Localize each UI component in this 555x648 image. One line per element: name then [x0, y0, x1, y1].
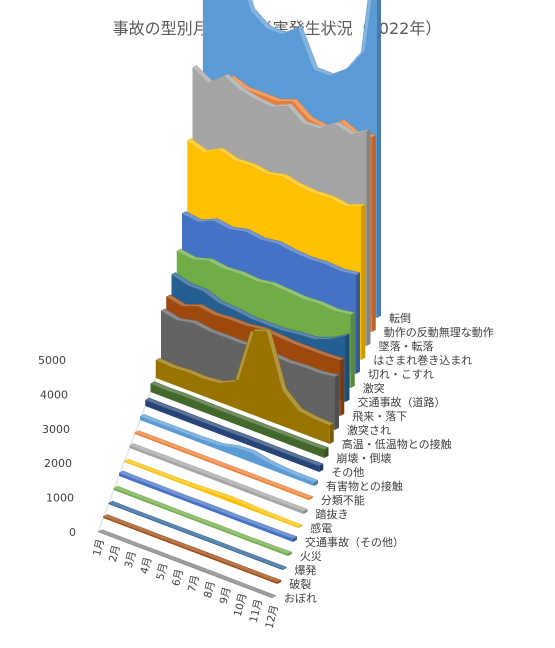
- series-label: 高温・低温物との接触: [342, 437, 452, 451]
- x-tick-label: 2月: [107, 544, 123, 564]
- area-side-激突: [350, 312, 355, 388]
- x-tick-label: 7月: [186, 574, 202, 594]
- area-side-はさまれ巻き込まれ: [361, 204, 366, 360]
- series-おぼれ: [97, 529, 277, 598]
- area-side-交通事故（その他）: [293, 536, 297, 542]
- series-label: 切れ・こすれ: [368, 368, 434, 381]
- series-火災: [113, 485, 293, 556]
- area-top-転倒: [247, 0, 372, 77]
- area-side-感電: [298, 525, 303, 528]
- series-label: 飛来・落下: [352, 410, 407, 423]
- series-layer: [97, 0, 381, 598]
- area-side-その他: [319, 463, 324, 472]
- series-交通事故（その他）: [118, 470, 298, 542]
- x-tick-label: 3月: [123, 550, 139, 570]
- y-tick-label: 5000: [38, 354, 66, 367]
- series-label: 交通事故（その他）: [305, 535, 404, 549]
- series-label: 踏抜き: [316, 507, 349, 521]
- series-label: はさまれ巻き込まれ: [373, 354, 472, 367]
- x-tick-label: 5月: [154, 562, 170, 582]
- area-崩壊・倒壊: [150, 383, 325, 458]
- area-side-爆発: [282, 567, 287, 570]
- area-side-有害物との接触: [314, 480, 318, 486]
- series-label: 激突され: [347, 423, 391, 437]
- series-踏抜き: [129, 443, 308, 514]
- series-label: 激突: [363, 381, 385, 395]
- x-tick-label: 9月: [218, 586, 234, 606]
- x-tick-label: 1月: [91, 538, 107, 558]
- series-label: 崩壊・倒壊: [337, 451, 392, 465]
- series-label: 転倒: [389, 312, 411, 325]
- area-交通事故（その他）: [119, 473, 293, 542]
- area-その他: [145, 400, 320, 472]
- area-side-転倒: [377, 0, 381, 318]
- area-感電: [124, 461, 299, 528]
- series-label: その他: [331, 466, 364, 479]
- area-side-火災: [287, 552, 292, 556]
- x-tick-label: 12月: [263, 604, 280, 630]
- x-tick-label: 6月: [170, 568, 186, 588]
- area-side-分類不能: [308, 496, 313, 500]
- area-side-崩壊・倒壊: [324, 447, 329, 458]
- y-tick-label: 1000: [46, 492, 74, 505]
- series-label: 分類不能: [321, 493, 365, 507]
- series-label: 爆発: [295, 563, 317, 577]
- area-side-高温・低温物との接触: [329, 423, 334, 444]
- series-label: 墜落・転落: [379, 339, 434, 353]
- area-side-切れ・こすれ: [356, 272, 360, 374]
- y-tick-label: 3000: [42, 423, 70, 436]
- series-label: 破裂: [289, 577, 311, 591]
- area-分類不能: [134, 432, 309, 500]
- x-tick-label: 4月: [139, 556, 155, 576]
- area-side-激突され: [335, 374, 339, 430]
- series-分類不能: [134, 430, 314, 500]
- area-高温・低温物との接触: [155, 331, 330, 444]
- area-side-踏抜き: [303, 509, 308, 514]
- series-感電: [123, 458, 303, 528]
- series-label: 動作の反動無理な動作: [384, 325, 494, 339]
- series-その他: [144, 397, 324, 472]
- area-side-交通事故（道路）: [345, 333, 350, 402]
- area-side-動作の反動無理な動作: [371, 135, 376, 332]
- series-高温・低温物との接触: [155, 328, 335, 444]
- series-有害物との接触: [139, 414, 319, 486]
- area-side-おぼれ: [272, 595, 276, 598]
- x-tick-label: 11月: [248, 598, 265, 624]
- area-side-墜落・転落: [366, 129, 371, 346]
- y-axis: 0 1000 2000 3000 4000 5000: [38, 354, 76, 539]
- area-side-飛来・落下: [340, 358, 345, 416]
- area-side-破裂: [277, 580, 282, 584]
- area-有害物との接触: [140, 416, 314, 486]
- series-labels: おぼれ破裂爆発火災交通事故（その他）感電踏抜き分類不能有害物との接触その他崩壊・…: [284, 312, 494, 605]
- series-label: 交通事故（道路）: [358, 395, 446, 409]
- y-tick-label: 0: [69, 526, 76, 539]
- series-label: 感電: [310, 522, 332, 535]
- x-tick-label: 10月: [232, 592, 249, 618]
- series-label: 火災: [300, 550, 322, 563]
- area-踏抜き: [129, 445, 304, 514]
- series-崩壊・倒壊: [150, 381, 329, 458]
- series-破裂: [102, 514, 282, 584]
- series-label: おぼれ: [284, 592, 317, 605]
- y-tick-label: 2000: [44, 457, 72, 470]
- x-tick-label: 8月: [202, 580, 218, 600]
- series-label: 有害物との接触: [326, 479, 403, 493]
- y-tick-label: 4000: [40, 388, 68, 401]
- series-爆発: [108, 500, 287, 570]
